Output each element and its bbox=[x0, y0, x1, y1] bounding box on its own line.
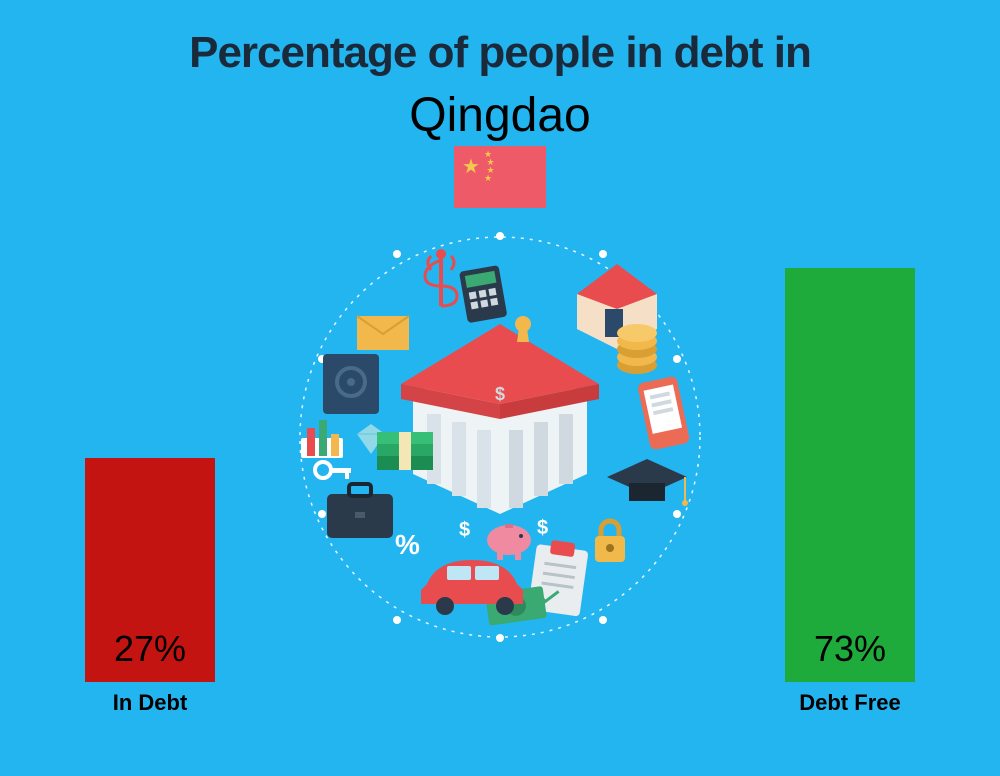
coin-stack-icon bbox=[617, 324, 657, 374]
cash-bundle-icon bbox=[377, 432, 433, 470]
flag-big-star-icon: ★ bbox=[462, 154, 480, 179]
china-flag-icon: ★ ★ ★ ★★ bbox=[454, 146, 546, 208]
envelope-letter-icon bbox=[357, 316, 409, 350]
bar-in-debt-value: 27% bbox=[85, 628, 215, 670]
graduation-cap-icon bbox=[607, 459, 688, 506]
caduceus-icon bbox=[425, 249, 457, 306]
briefcase-icon bbox=[327, 484, 393, 538]
bar-debt-free-value: 73% bbox=[785, 628, 915, 670]
bar-in-debt: 27% bbox=[85, 458, 215, 682]
safe-icon bbox=[323, 354, 379, 414]
mobile-banking-icon bbox=[637, 376, 690, 451]
calculator-icon bbox=[459, 265, 507, 323]
bar-chart-mini-icon bbox=[301, 420, 343, 458]
piggy-bank-icon bbox=[487, 524, 531, 560]
bank-building-icon: $ bbox=[401, 324, 599, 514]
car-icon bbox=[421, 560, 523, 615]
dollar-sign-icon: $ bbox=[459, 519, 470, 541]
bar-in-debt-label: In Debt bbox=[50, 690, 250, 716]
flag-small-stars-icon: ★ ★ ★★ bbox=[484, 150, 495, 182]
percent-symbol-icon: % bbox=[395, 529, 420, 560]
bar-debt-free-label: Debt Free bbox=[750, 690, 950, 716]
bar-debt-free: 73% bbox=[785, 268, 915, 682]
padlock-icon bbox=[595, 521, 625, 562]
dollar-sign-icon: $ bbox=[537, 517, 548, 539]
key-icon bbox=[315, 462, 351, 479]
infographic-canvas: Percentage of people in debt in Qingdao … bbox=[0, 0, 1000, 776]
title-text: Percentage of people in debt in bbox=[0, 28, 1000, 78]
subtitle-text: Qingdao bbox=[0, 88, 1000, 143]
finance-collage-icon: $ bbox=[287, 224, 713, 650]
svg-text:$: $ bbox=[495, 384, 505, 404]
